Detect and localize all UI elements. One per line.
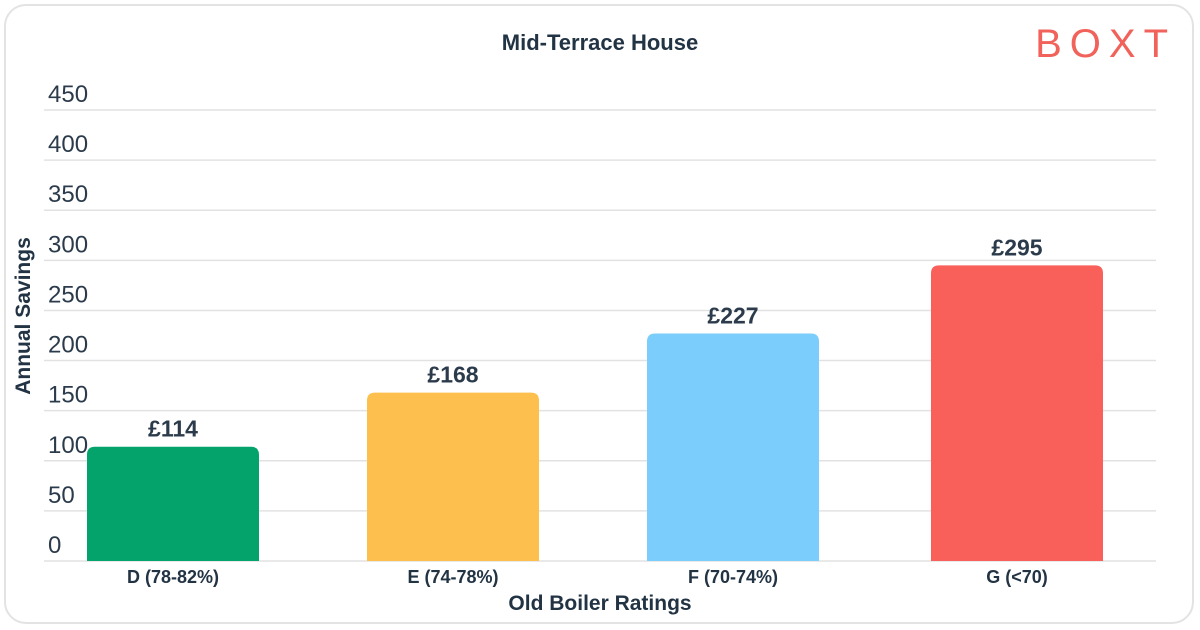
chart-title: Mid-Terrace House [501, 30, 699, 55]
y-tick-label: 150 [48, 382, 88, 409]
bar [931, 265, 1103, 561]
y-axis-title: Annual Savings [12, 237, 35, 395]
x-tick-label: D (78-82%) [127, 567, 219, 587]
bar [367, 392, 539, 561]
y-tick-label: 350 [48, 181, 88, 208]
boxt-logo: BOXT [1035, 22, 1176, 66]
y-tick-label: 0 [48, 532, 61, 559]
y-tick-label: 250 [48, 281, 88, 308]
x-axis-title: Old Boiler Ratings [508, 592, 692, 615]
y-tick-label: 450 [48, 81, 88, 108]
bar [647, 333, 819, 561]
y-tick-label: 100 [48, 432, 88, 459]
y-tick-label: 300 [48, 231, 88, 258]
x-tick-label: E (74-78%) [407, 567, 498, 587]
y-tick-label: 200 [48, 332, 88, 359]
y-tick-label: 50 [48, 482, 75, 509]
data-label: £114 [148, 416, 198, 442]
data-label: £295 [991, 234, 1042, 260]
x-tick-label: G (<70) [986, 567, 1048, 587]
bar [87, 446, 259, 561]
y-tick-label: 400 [48, 131, 88, 158]
data-label: £168 [427, 362, 478, 388]
data-label: £227 [707, 302, 758, 328]
x-tick-label: F (70-74%) [688, 567, 778, 587]
